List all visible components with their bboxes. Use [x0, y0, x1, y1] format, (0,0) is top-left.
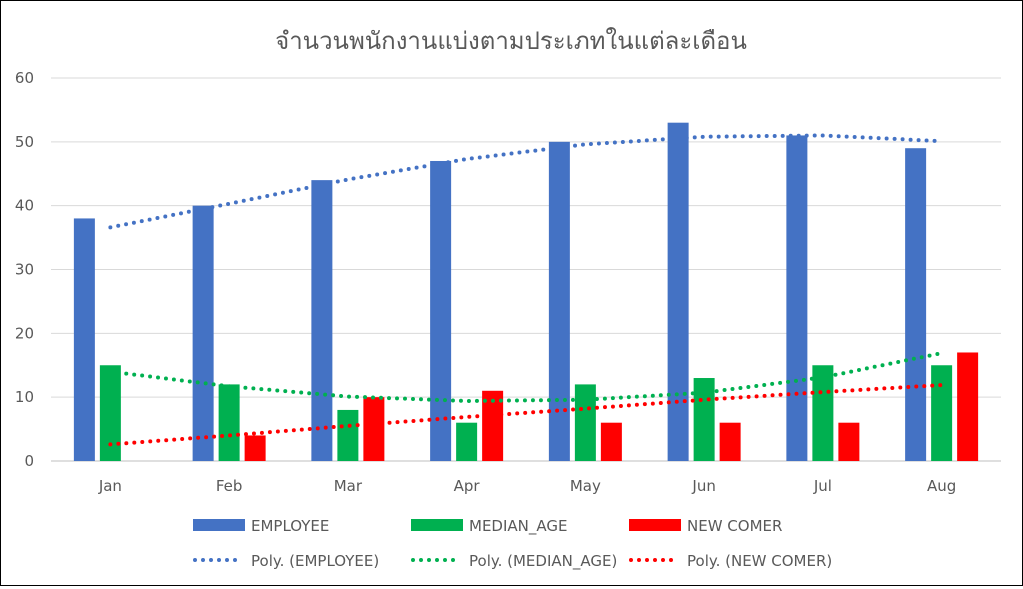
y-tick-label: 20 [15, 324, 34, 342]
bar-employee [905, 148, 927, 461]
y-tick-label: 60 [15, 69, 34, 87]
y-tick-label: 10 [15, 388, 34, 406]
legend-label: NEW COMER [687, 517, 782, 535]
x-tick-label: Mar [334, 477, 363, 495]
bar-employee [786, 135, 808, 461]
bar-new-comer [957, 352, 979, 461]
chart-title: จำนวนพนักงานแบ่งตามประเภทในแต่ละเดือน [275, 27, 747, 55]
bar-median-age [218, 384, 240, 461]
legend-label: MEDIAN_AGE [469, 517, 567, 536]
x-tick-label: Feb [216, 477, 243, 495]
x-tick-label: Jan [98, 477, 122, 495]
legend-swatch [411, 519, 463, 531]
legend-trend-label: Poly. (MEDIAN_AGE) [469, 552, 617, 571]
y-tick-label: 0 [24, 452, 34, 470]
bar-median-age [456, 422, 478, 461]
x-tick-label: Aug [927, 477, 956, 495]
legend-trend-label: Poly. (EMPLOYEE) [251, 552, 379, 570]
legend-swatch [193, 519, 245, 531]
x-tick-label: Apr [454, 477, 481, 495]
y-tick-label: 40 [15, 197, 34, 215]
bar-median-age [574, 384, 596, 461]
trendline-poly-new-comer [108, 383, 944, 447]
y-tick-labels: 0 10 20 30 40 50 60 [15, 69, 34, 470]
bar-median-age [931, 365, 953, 461]
bar-employee [430, 160, 452, 461]
bars [73, 122, 979, 462]
y-tick-label: 30 [15, 261, 34, 279]
bar-new-comer [244, 435, 266, 461]
trendlines [108, 133, 944, 447]
bar-new-comer [719, 422, 741, 461]
bar-employee [192, 205, 214, 461]
bar-employee [73, 218, 95, 461]
legend-label: EMPLOYEE [251, 517, 329, 535]
legend: EMPLOYEE MEDIAN_AGE NEW COMER Poly. (EMPLOY… [193, 517, 832, 571]
bar-new-comer [600, 422, 622, 461]
x-tick-label: Jun [691, 477, 715, 495]
x-tick-label: Jul [813, 477, 832, 495]
bar-median-age [812, 365, 834, 461]
bar-new-comer [482, 390, 504, 461]
x-tick-label: May [570, 477, 601, 495]
bar-new-comer [363, 397, 385, 461]
trendline-poly-median-age [108, 351, 944, 403]
legend-trend-label: Poly. (NEW COMER) [687, 552, 832, 570]
x-tick-labels: Jan Feb Mar Apr May Jun Jul Aug [98, 477, 956, 495]
bar-new-comer [838, 422, 860, 461]
legend-swatch [629, 519, 681, 531]
bar-median-age [693, 378, 715, 461]
bar-employee [311, 180, 333, 461]
bar-employee [548, 141, 570, 462]
y-tick-label: 50 [15, 133, 34, 151]
bar-median-age [337, 409, 359, 461]
bar-median-age [99, 365, 121, 461]
trendline-poly-employee [108, 133, 944, 230]
bar-employee [667, 122, 689, 461]
